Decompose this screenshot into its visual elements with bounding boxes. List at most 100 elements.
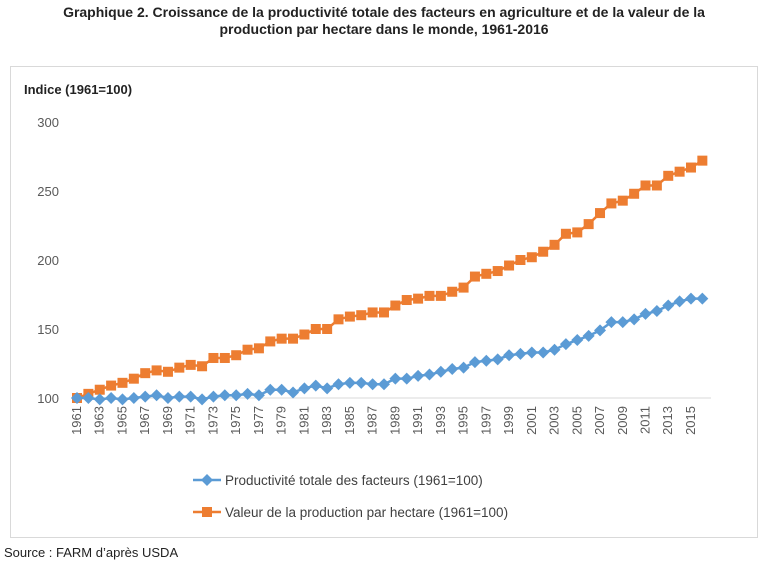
data-point [252,389,265,402]
data-point [321,382,334,395]
data-point [71,392,83,404]
data-point [93,393,106,406]
data-point [173,390,186,403]
x-tick-label: 1987 [365,406,380,435]
chart-frame: Indice (1961=100) 100 150 200 250 300 1961 19… [10,66,758,538]
data-point [480,354,493,367]
x-tick-label: 1967 [137,406,152,435]
data-point [343,376,356,389]
data-point [378,307,389,318]
data-point [583,219,594,230]
x-tick-label: 1965 [114,406,129,435]
data-point [628,313,641,326]
data-point [458,282,469,293]
data-point [605,316,618,329]
data-point [674,166,685,177]
data-point [389,372,402,385]
data-point [662,299,675,312]
x-tick-label: 1973 [205,406,220,435]
x-tick-label: 1991 [410,406,425,435]
x-tick-label: 1961 [69,406,84,435]
data-point [515,255,526,265]
x-tick-label: 2003 [547,406,562,435]
data-point [196,393,209,406]
data-point [446,363,459,376]
data-point [241,387,254,400]
y-tick-label: 150 [37,322,59,337]
data-point [276,333,287,344]
data-point [457,361,470,374]
data-point [366,378,379,391]
data-point [684,292,697,305]
data-point [468,356,481,369]
x-tick-label: 2009 [615,406,630,435]
data-point [400,372,413,385]
x-tick-label: 2015 [683,406,698,435]
x-tick-label: 1995 [456,406,471,435]
data-point [309,379,322,392]
chart-title-line-2: production par hectare dans le monde, 19… [219,21,549,37]
data-point [424,290,435,301]
series-square [72,155,708,403]
data-point [595,208,606,219]
data-point [696,292,709,305]
data-point [287,386,300,399]
data-point [218,389,231,402]
legend-label: Productivité totale des facteurs (1961=1… [225,473,483,488]
legend-label: Valeur de la production par hectare (196… [225,505,508,520]
data-point [377,378,390,391]
data-point [491,353,504,366]
data-point [242,344,253,355]
x-tick-label: 2011 [638,406,653,434]
data-point [344,311,355,322]
y-axis-label: Indice (1961=100) [24,82,132,97]
data-point [197,361,208,372]
data-point [651,180,662,191]
data-point [481,268,492,279]
data-point [231,350,242,361]
data-point [537,346,550,359]
x-tick-label: 2001 [524,406,539,435]
data-point [571,334,584,347]
data-point [150,389,163,402]
data-point [525,346,538,359]
x-tick-label: 1997 [478,406,493,435]
data-point [355,376,368,389]
data-point [423,368,436,381]
data-point [504,260,515,271]
x-tick-label: 1981 [296,406,311,435]
data-point [617,195,628,206]
data-point [230,389,243,402]
data-point [208,352,219,363]
x-tick-label: 1983 [319,406,334,435]
data-point [549,239,560,250]
data-point [207,390,220,403]
x-tick-label: 1993 [433,406,448,435]
data-point [333,314,344,325]
data-point [447,286,458,297]
y-tick-label: 200 [37,253,59,268]
data-point [161,392,174,404]
line-chart: Indice (1961=100) 100 150 200 250 300 1961 19… [24,82,711,520]
data-point [640,180,651,191]
data-point [572,227,583,238]
data-point [140,368,151,379]
data-point [434,365,447,378]
x-tick-label: 2005 [569,406,584,435]
data-point [356,310,367,321]
data-point [594,324,607,337]
data-point [663,170,674,181]
x-tick-label: 2013 [660,406,675,435]
data-point [174,362,185,373]
x-tick-label: 1971 [183,406,198,435]
data-point [413,293,424,304]
data-point [639,307,652,320]
legend-marker [201,474,213,486]
data-point [264,383,277,396]
data-point [265,336,276,347]
data-point [275,383,288,396]
data-point [184,390,197,403]
x-tick-label: 2007 [592,406,607,435]
data-point [685,162,696,173]
data-point [492,266,503,277]
